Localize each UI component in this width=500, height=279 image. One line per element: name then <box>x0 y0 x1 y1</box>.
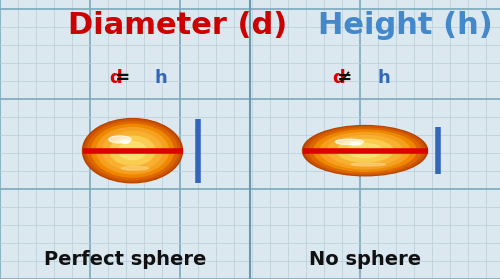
Text: Height (h): Height (h) <box>318 11 492 40</box>
Ellipse shape <box>120 140 130 143</box>
Ellipse shape <box>118 142 146 160</box>
Ellipse shape <box>88 122 178 180</box>
Text: h: h <box>155 69 168 87</box>
Ellipse shape <box>314 130 416 171</box>
Ellipse shape <box>110 136 155 165</box>
Ellipse shape <box>348 144 382 158</box>
Text: Diameter (d): Diameter (d) <box>68 11 287 40</box>
Text: =: = <box>109 69 136 87</box>
Ellipse shape <box>320 133 410 169</box>
Text: d: d <box>110 69 122 87</box>
Text: Perfect sphere: Perfect sphere <box>44 250 206 269</box>
Ellipse shape <box>102 131 162 170</box>
Text: h: h <box>378 69 390 87</box>
Ellipse shape <box>351 163 386 166</box>
Ellipse shape <box>350 142 361 145</box>
Text: No sphere: No sphere <box>309 250 421 269</box>
Ellipse shape <box>328 136 402 166</box>
Ellipse shape <box>336 139 363 145</box>
Ellipse shape <box>121 166 149 170</box>
Text: ≠: ≠ <box>331 69 359 87</box>
Ellipse shape <box>337 140 393 162</box>
Ellipse shape <box>84 120 180 181</box>
Ellipse shape <box>96 128 168 174</box>
Ellipse shape <box>305 127 425 175</box>
Ellipse shape <box>302 126 428 176</box>
Text: d: d <box>332 69 345 87</box>
Ellipse shape <box>109 136 132 143</box>
Ellipse shape <box>92 124 174 177</box>
Ellipse shape <box>82 119 182 183</box>
Ellipse shape <box>309 128 421 173</box>
